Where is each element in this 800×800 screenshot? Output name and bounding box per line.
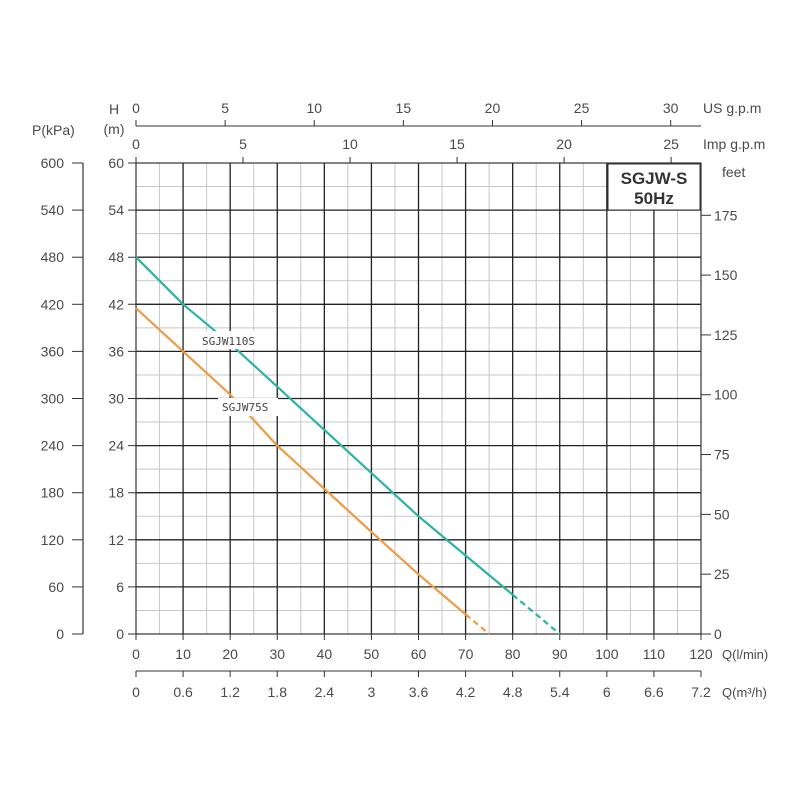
imp-gpm-tick-label: 15: [449, 136, 465, 152]
us-gpm-tick-label: 25: [574, 100, 590, 116]
chart-subtitle: 50Hz: [634, 189, 674, 208]
q-lmin-tick-label: 110: [643, 646, 666, 662]
q-lmin-unit: Q(l/min): [722, 647, 768, 662]
p-axis-tick-label: 600: [41, 155, 65, 171]
us-gpm-tick-label: 5: [221, 100, 229, 116]
q-m3h-tick-label: 5.4: [550, 684, 570, 700]
q-m3h-tick-label: 3.6: [409, 684, 429, 700]
q-m3h-tick-label: 4.8: [503, 684, 523, 700]
imp-gpm-unit: Imp g.p.m: [703, 136, 765, 152]
h-axis-unit-1: H: [109, 101, 119, 117]
q-lmin-tick-label: 30: [269, 646, 285, 662]
feet-axis-tick-label: 150: [714, 267, 738, 283]
p-axis-tick-label: 60: [48, 579, 64, 595]
curve-label-sgjw75s: SGJW75S: [222, 401, 268, 414]
q-m3h-tick-label: 2.4: [315, 684, 335, 700]
p-axis-tick-label: 300: [41, 391, 65, 407]
h-axis-tick-label: 48: [108, 249, 124, 265]
q-m3h-unit: Q(m³/h): [722, 685, 767, 700]
q-lmin-tick-label: 40: [317, 646, 333, 662]
q-lmin-tick-label: 10: [175, 646, 191, 662]
title-box: [607, 163, 701, 211]
imp-gpm-tick-label: 10: [342, 136, 358, 152]
imp-gpm-tick-label: 25: [663, 136, 679, 152]
q-m3h-tick-label: 1.2: [220, 684, 240, 700]
us-gpm-tick-label: 20: [485, 100, 501, 116]
imp-gpm-tick-label: 0: [132, 136, 140, 152]
curve-sgjw75s-solid: [135, 307, 467, 616]
us-gpm-unit: US g.p.m: [703, 100, 761, 116]
feet-axis-tick-label: 0: [714, 626, 722, 642]
h-axis-tick-label: 24: [108, 438, 124, 454]
h-axis-tick-label: 60: [108, 155, 124, 171]
q-lmin-tick-label: 80: [505, 646, 521, 662]
curve-label-bg: [218, 398, 278, 416]
p-axis-tick-label: 540: [41, 202, 65, 218]
feet-axis-tick-label: 75: [714, 447, 730, 463]
chart-title: SGJW-S: [621, 169, 688, 188]
curve-sgjw110s-dashed: [511, 593, 561, 635]
q-lmin-tick-label: 0: [132, 646, 140, 662]
q-m3h-tick-label: 6.6: [644, 684, 664, 700]
imp-gpm-tick-label: 20: [556, 136, 572, 152]
q-m3h-tick-label: 0: [132, 684, 140, 700]
h-axis-tick-label: 18: [108, 485, 124, 501]
h-axis-tick-label: 6: [116, 579, 124, 595]
feet-axis-unit: feet: [722, 164, 745, 180]
q-lmin-tick-label: 120: [689, 646, 713, 662]
q-lmin-tick-label: 100: [595, 646, 619, 662]
feet-axis-tick-label: 100: [714, 387, 738, 403]
q-m3h-tick-label: 1.8: [268, 684, 288, 700]
p-axis-tick-label: 480: [41, 249, 65, 265]
us-gpm-tick-label: 0: [132, 100, 140, 116]
us-gpm-tick-label: 30: [663, 100, 679, 116]
q-lmin-tick-label: 50: [364, 646, 380, 662]
curve-sgjw110s-solid: [135, 256, 514, 596]
q-m3h-tick-label: 0.6: [173, 684, 193, 700]
h-axis-unit-2: (m): [104, 121, 125, 137]
q-lmin-tick-label: 70: [458, 646, 474, 662]
q-m3h-tick-label: 7.2: [691, 684, 711, 700]
q-lmin-tick-label: 90: [552, 646, 568, 662]
imp-gpm-tick-label: 5: [239, 136, 247, 152]
us-gpm-tick-label: 15: [396, 100, 412, 116]
q-m3h-tick-label: 4.2: [456, 684, 476, 700]
q-lmin-tick-label: 20: [222, 646, 238, 662]
feet-axis-tick-label: 175: [714, 207, 738, 223]
p-axis-tick-label: 120: [41, 532, 65, 548]
p-axis-tick-label: 180: [41, 485, 65, 501]
q-m3h-tick-label: 3: [368, 684, 376, 700]
curve-label-bg: [196, 331, 270, 349]
feet-axis-tick-label: 25: [714, 566, 730, 582]
feet-axis-tick-label: 125: [714, 327, 738, 343]
p-axis-tick-label: 0: [56, 626, 64, 642]
p-axis-unit: P(kPa): [32, 122, 75, 138]
curve-label-sgjw110s: SGJW110S: [202, 335, 255, 348]
p-axis-tick-label: 420: [41, 296, 65, 312]
us-gpm-tick-label: 10: [306, 100, 322, 116]
h-axis-tick-label: 42: [108, 296, 124, 312]
q-m3h-tick-label: 6: [603, 684, 611, 700]
h-axis-tick-label: 12: [108, 532, 124, 548]
h-axis-tick-label: 0: [116, 626, 124, 642]
q-lmin-tick-label: 60: [411, 646, 427, 662]
h-axis-tick-label: 30: [108, 391, 124, 407]
feet-axis-tick-label: 50: [714, 506, 730, 522]
p-axis-tick-label: 240: [41, 438, 65, 454]
h-axis-tick-label: 36: [108, 343, 124, 359]
curve-sgjw75s-dashed: [464, 613, 490, 635]
p-axis-tick-label: 360: [41, 343, 65, 359]
h-axis-tick-label: 54: [108, 202, 124, 218]
